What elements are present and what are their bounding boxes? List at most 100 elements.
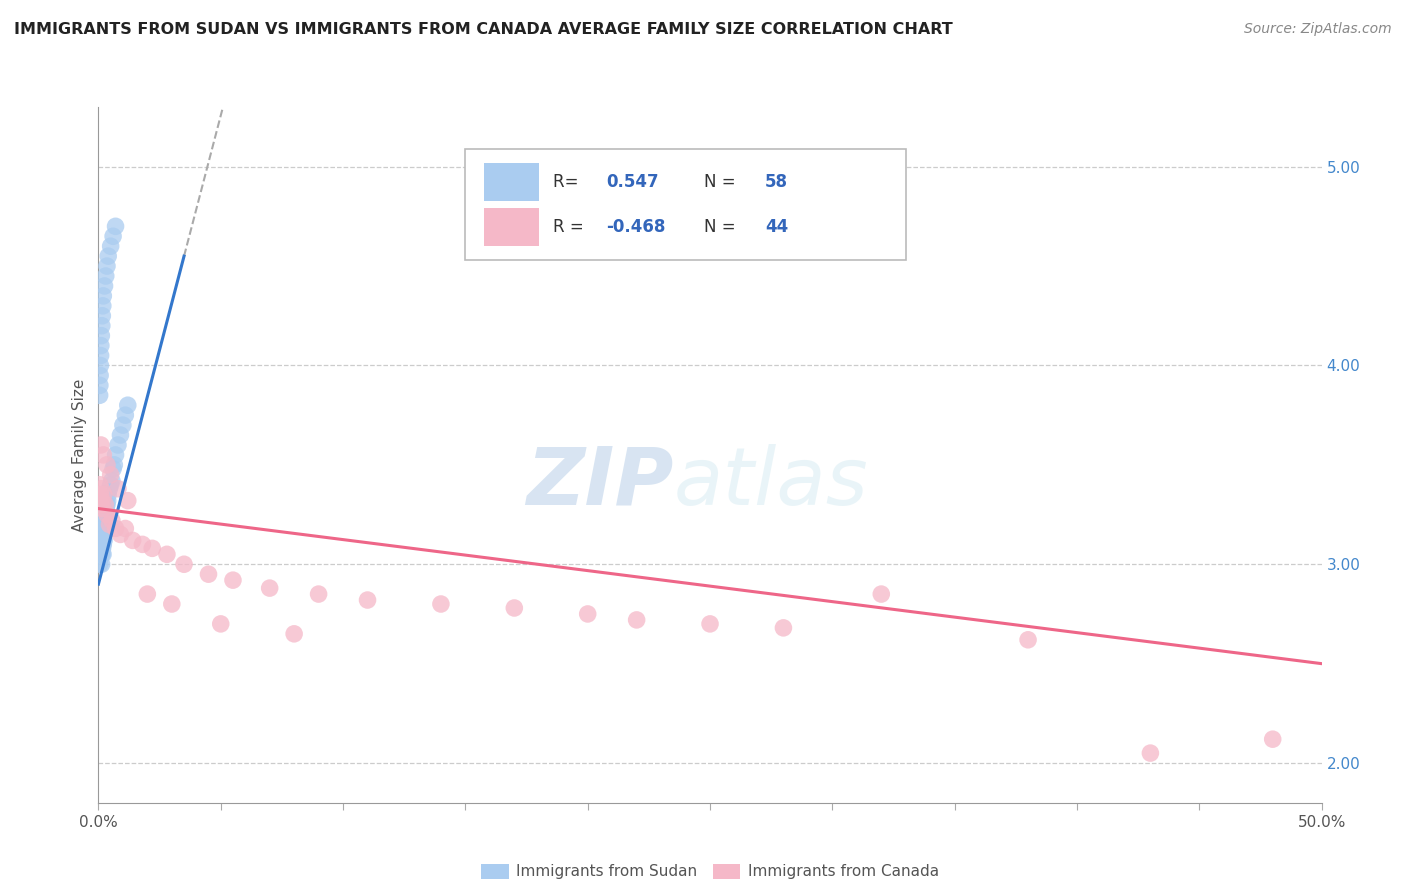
Point — [89, 378, 111, 392]
Point — [90, 547, 112, 561]
Y-axis label: Average Family Size: Average Family Size — [72, 378, 87, 532]
Point — [101, 514, 124, 528]
Point — [89, 537, 111, 551]
Point — [100, 477, 122, 491]
Point — [308, 587, 330, 601]
Point — [93, 488, 115, 502]
Point — [111, 418, 134, 433]
Point — [94, 517, 117, 532]
Point — [90, 541, 112, 556]
Point — [98, 517, 121, 532]
Point — [772, 621, 794, 635]
Point — [576, 607, 599, 621]
Text: atlas: atlas — [673, 443, 868, 522]
Point — [107, 438, 129, 452]
Point — [197, 567, 219, 582]
Point — [97, 249, 120, 263]
Point — [96, 458, 118, 472]
FancyBboxPatch shape — [465, 149, 905, 260]
Point — [356, 593, 378, 607]
Text: Source: ZipAtlas.com: Source: ZipAtlas.com — [1244, 22, 1392, 37]
Text: 0.547: 0.547 — [606, 173, 658, 191]
Point — [93, 527, 115, 541]
Point — [93, 279, 115, 293]
Point — [222, 573, 245, 587]
Point — [89, 368, 111, 383]
Point — [93, 533, 115, 548]
Point — [90, 537, 112, 551]
Point — [97, 488, 120, 502]
Point — [93, 521, 115, 535]
Point — [100, 467, 122, 482]
Point — [110, 527, 132, 541]
Point — [626, 613, 648, 627]
Point — [114, 521, 136, 535]
Point — [100, 239, 122, 253]
Point — [101, 474, 124, 488]
Point — [91, 537, 114, 551]
Point — [117, 398, 139, 412]
Text: N =: N = — [704, 173, 741, 191]
Point — [136, 587, 159, 601]
Point — [96, 498, 118, 512]
Point — [156, 547, 179, 561]
Point — [90, 482, 112, 496]
Point — [141, 541, 163, 556]
Point — [89, 477, 111, 491]
Point — [101, 462, 124, 476]
Point — [90, 318, 112, 333]
Text: R=: R= — [554, 173, 585, 191]
Point — [89, 547, 111, 561]
Point — [90, 349, 112, 363]
Point — [91, 309, 114, 323]
Point — [91, 501, 114, 516]
Point — [89, 359, 111, 373]
Point — [91, 547, 114, 561]
Point — [91, 448, 114, 462]
Point — [259, 581, 281, 595]
Point — [91, 493, 114, 508]
Text: ZIP: ZIP — [526, 443, 673, 522]
Point — [870, 587, 893, 601]
Point — [503, 601, 526, 615]
Point — [94, 508, 117, 522]
Point — [90, 328, 112, 343]
Point — [89, 547, 111, 561]
Point — [430, 597, 453, 611]
Point — [89, 388, 111, 402]
Point — [1139, 746, 1161, 760]
Point — [98, 482, 121, 496]
Point — [91, 533, 114, 548]
Point — [90, 533, 112, 548]
FancyBboxPatch shape — [484, 208, 538, 246]
Point — [121, 533, 143, 548]
Point — [90, 438, 112, 452]
Point — [94, 498, 117, 512]
FancyBboxPatch shape — [484, 162, 538, 201]
Point — [110, 428, 132, 442]
Point — [101, 229, 124, 244]
Point — [90, 558, 112, 572]
Point — [97, 493, 120, 508]
Point — [90, 541, 112, 556]
Point — [131, 537, 153, 551]
Point — [94, 268, 117, 283]
Point — [91, 299, 114, 313]
Point — [173, 558, 195, 572]
Text: 44: 44 — [765, 218, 789, 236]
Point — [114, 408, 136, 422]
Point — [94, 514, 117, 528]
Point — [91, 289, 114, 303]
Point — [90, 338, 112, 352]
Point — [89, 488, 111, 502]
Text: N =: N = — [704, 218, 741, 236]
Point — [104, 219, 127, 234]
Point — [117, 493, 139, 508]
Point — [104, 521, 127, 535]
Point — [1017, 632, 1039, 647]
Point — [91, 541, 114, 556]
Point — [89, 558, 111, 572]
Point — [93, 533, 115, 548]
Point — [96, 501, 118, 516]
Point — [93, 517, 115, 532]
